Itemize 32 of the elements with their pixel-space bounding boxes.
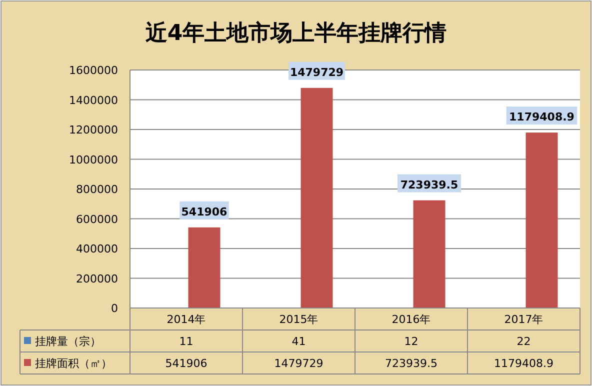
bar	[526, 132, 558, 308]
legend-label: 挂牌面积（㎡）	[35, 357, 112, 370]
y-tick-label: 1200000	[69, 124, 118, 136]
x-tick-label: 2016年	[392, 313, 431, 326]
data-label: 22	[516, 335, 531, 348]
data-label: 11	[179, 335, 194, 348]
y-tick-label: 1600000	[69, 64, 118, 77]
y-tick-label: 200000	[76, 272, 118, 286]
y-tick-label: 1000000	[69, 153, 118, 166]
annotation: 723939.5	[400, 178, 458, 192]
legend-label: 挂牌量（宗）	[35, 335, 101, 348]
annotation: 541906	[181, 205, 228, 218]
bar	[188, 227, 220, 308]
y-tick-label: 800000	[76, 183, 118, 196]
data-label: 1179408.9	[494, 357, 554, 370]
y-tick-label: 600000	[76, 212, 118, 226]
data-label: 1479729	[274, 357, 324, 370]
data-label: 723939.5	[385, 357, 438, 370]
bar	[413, 200, 446, 308]
data-label: 541906	[165, 357, 208, 370]
y-tick-label: 400000	[76, 242, 118, 256]
bar	[300, 88, 333, 308]
data-label: 12	[404, 335, 418, 348]
annotation: 1479729	[290, 66, 344, 79]
x-tick-label: 2017年	[504, 313, 544, 326]
data-label: 41	[292, 335, 306, 348]
x-tick-label: 2014年	[166, 313, 206, 326]
annotation: 1179408.9	[509, 110, 574, 124]
chart-title: 近4年土地市场上半年挂牌行情	[144, 20, 447, 46]
y-tick-label: 1400000	[69, 94, 118, 107]
x-tick-label: 2015年	[279, 313, 318, 326]
y-tick-label: 0	[111, 302, 118, 315]
